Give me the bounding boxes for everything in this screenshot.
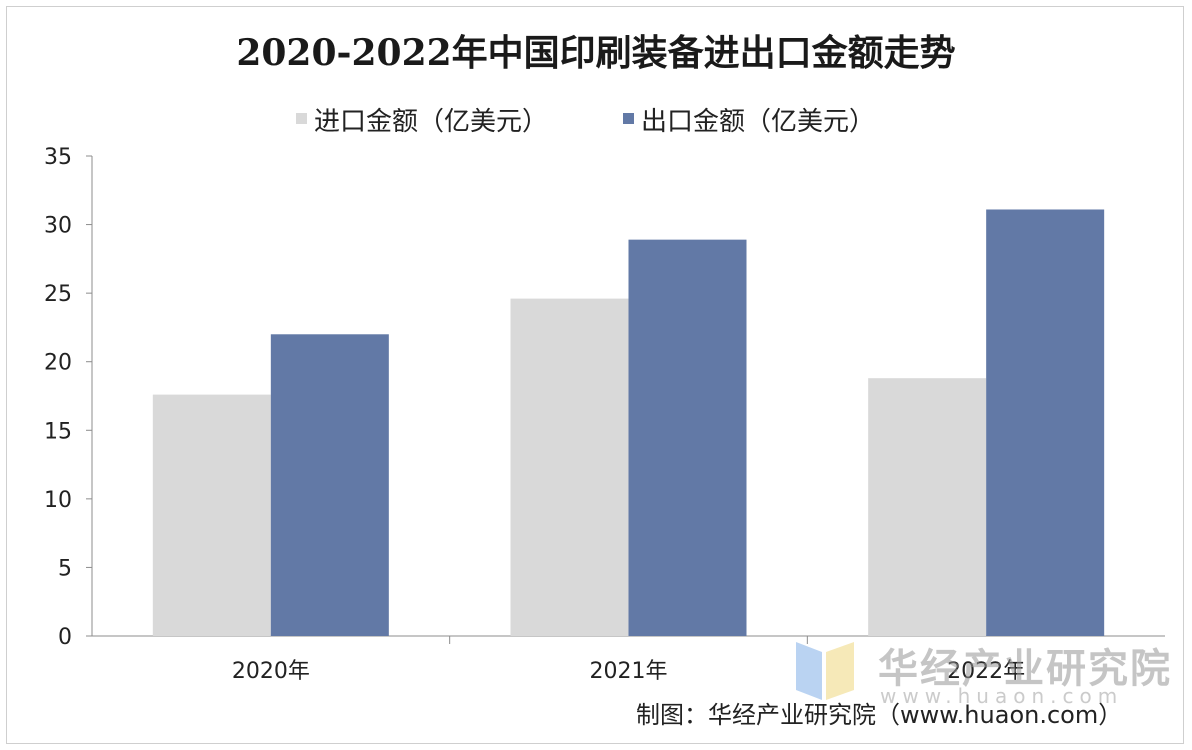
huajing-logo-icon [796,642,856,700]
legend-swatch-import [296,113,307,124]
x-tick-label: 2020年 [232,659,310,684]
x-tick-label: 2021年 [590,659,668,684]
source-note: 制图：华经产业研究院（www.huaon.com） [636,701,1123,729]
bar-export [986,209,1105,636]
watermark-name: 华经产业研究院 [878,646,1172,692]
y-tick-label: 5 [58,556,72,581]
bar-export [628,239,747,636]
y-tick-label: 15 [44,419,72,444]
y-tick-label: 30 [44,214,72,239]
y-tick-label: 20 [44,351,72,376]
bar-import [510,298,629,636]
legend-label: 出口金额（亿美元） [641,107,875,137]
y-tick-label: 10 [44,488,72,513]
bar-export [270,334,389,636]
chart-title: 2020-2022年中国印刷装备进出口金额走势 [236,32,956,74]
y-tick-label: 35 [44,145,72,170]
y-tick-label: 25 [44,282,72,307]
watermark-url: www.huaon.com [880,684,1124,708]
bar-import [152,394,271,636]
legend-swatch-export [623,113,634,124]
x-tick-label: 2022年 [947,659,1025,684]
bar-import [868,378,987,636]
y-tick-label: 0 [58,625,72,650]
legend-label: 进口金额（亿美元） [314,107,548,137]
